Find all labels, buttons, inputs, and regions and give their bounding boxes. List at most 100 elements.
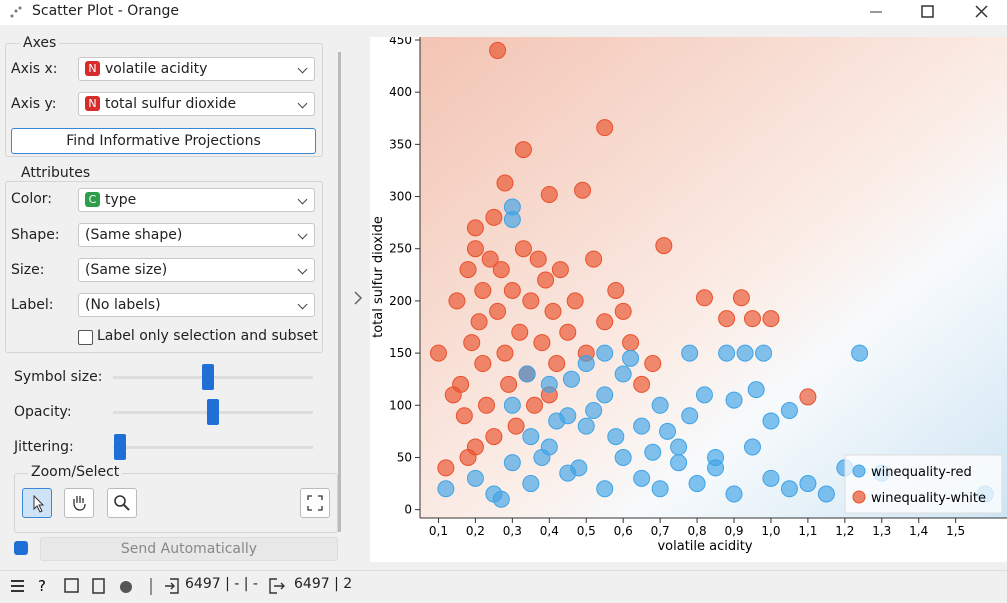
label: Axis y: (11, 96, 57, 112)
point (614, 302, 632, 320)
point (681, 407, 699, 425)
point (707, 448, 725, 466)
scatter-plot: volatile acidity total sulfur dioxide 0,… (370, 37, 1007, 562)
point (544, 302, 562, 320)
checkbox[interactable] (78, 330, 93, 345)
point (466, 240, 484, 258)
reset-zoom[interactable] (300, 488, 330, 518)
x-tick-label: 1,1 (798, 524, 817, 538)
point (448, 292, 466, 310)
status-icons[interactable]: ? (8, 576, 168, 596)
point (522, 475, 540, 493)
point (437, 480, 455, 498)
x-tick-label: 1,2 (835, 524, 854, 538)
point (596, 119, 614, 137)
point (470, 313, 488, 331)
point (548, 412, 566, 430)
point (596, 313, 614, 331)
axes-box (5, 43, 323, 157)
point (466, 469, 484, 487)
zoom-box (14, 473, 338, 533)
combo-value: (Same shape) (85, 227, 183, 243)
x-tick-label: 0,2 (466, 524, 485, 538)
point (622, 349, 640, 367)
find-projections-button[interactable]: Find Informative Projections (11, 128, 316, 154)
point (577, 417, 595, 435)
point (503, 454, 521, 472)
point (670, 438, 688, 456)
auto-send-checkbox[interactable] (14, 541, 28, 555)
y-tick-label: 0 (404, 503, 412, 517)
slider-track (113, 446, 313, 449)
app-icon (10, 6, 22, 18)
point (489, 41, 507, 59)
point (503, 211, 521, 229)
point (799, 388, 817, 406)
point (799, 475, 817, 493)
point (463, 334, 481, 352)
point (651, 396, 669, 414)
group-heading: Axes (20, 35, 60, 51)
point (492, 261, 510, 279)
point (503, 396, 521, 414)
point (570, 459, 588, 477)
point (522, 292, 540, 310)
point (695, 289, 713, 307)
point (485, 208, 503, 226)
point (681, 344, 699, 362)
point (477, 396, 495, 414)
slider-handle[interactable] (114, 434, 126, 460)
probability-background (420, 37, 1007, 518)
zoom-tool[interactable] (107, 488, 137, 518)
point (529, 250, 547, 268)
x-tick-label: 0,7 (651, 524, 670, 538)
send-button[interactable]: Send Automatically (40, 537, 338, 561)
point (481, 250, 499, 268)
slider-label: Jittering: (14, 439, 74, 455)
point (533, 448, 551, 466)
group-heading: Zoom/Select (28, 464, 123, 480)
label: Label: (11, 297, 54, 313)
size-combo[interactable]: (Same size) (78, 258, 315, 282)
point (500, 375, 518, 393)
point (540, 185, 558, 203)
point (747, 381, 765, 399)
slider-handle[interactable] (202, 364, 214, 390)
y-tick-label: 300 (389, 190, 412, 204)
combo-value: (Same size) (85, 262, 168, 278)
point (755, 344, 773, 362)
x-tick-label: 0,4 (540, 524, 559, 538)
point (596, 344, 614, 362)
splitter (338, 52, 341, 532)
point (492, 490, 510, 508)
select-tool[interactable] (22, 488, 52, 518)
x-axis-label: volatile acidity (657, 539, 752, 554)
pan-tool[interactable] (64, 488, 94, 518)
point (562, 370, 580, 388)
point (496, 344, 514, 362)
output-icon (269, 578, 285, 594)
point (614, 448, 632, 466)
y-tick-label: 450 (389, 37, 412, 47)
window-controls[interactable] (860, 0, 1007, 25)
x-tick-label: 0,5 (577, 524, 596, 538)
slider-handle[interactable] (207, 399, 219, 425)
collapse-arrow[interactable] (352, 290, 364, 306)
point (485, 428, 503, 446)
point (695, 386, 713, 404)
combo-value: volatile acidity (105, 61, 208, 77)
window-title: Scatter Plot - Orange (32, 3, 180, 19)
x-tick-label: 0,8 (688, 524, 707, 538)
point (503, 281, 521, 299)
legend-label: winequality-red (871, 465, 972, 480)
point (614, 365, 632, 383)
point (526, 396, 544, 414)
label-combo[interactable]: (No labels) (78, 293, 315, 317)
legend-label: winequality-white (871, 491, 986, 506)
title-bar (0, 0, 1007, 25)
shape-combo[interactable]: (Same shape) (78, 223, 315, 247)
svg-text:?: ? (38, 577, 46, 595)
